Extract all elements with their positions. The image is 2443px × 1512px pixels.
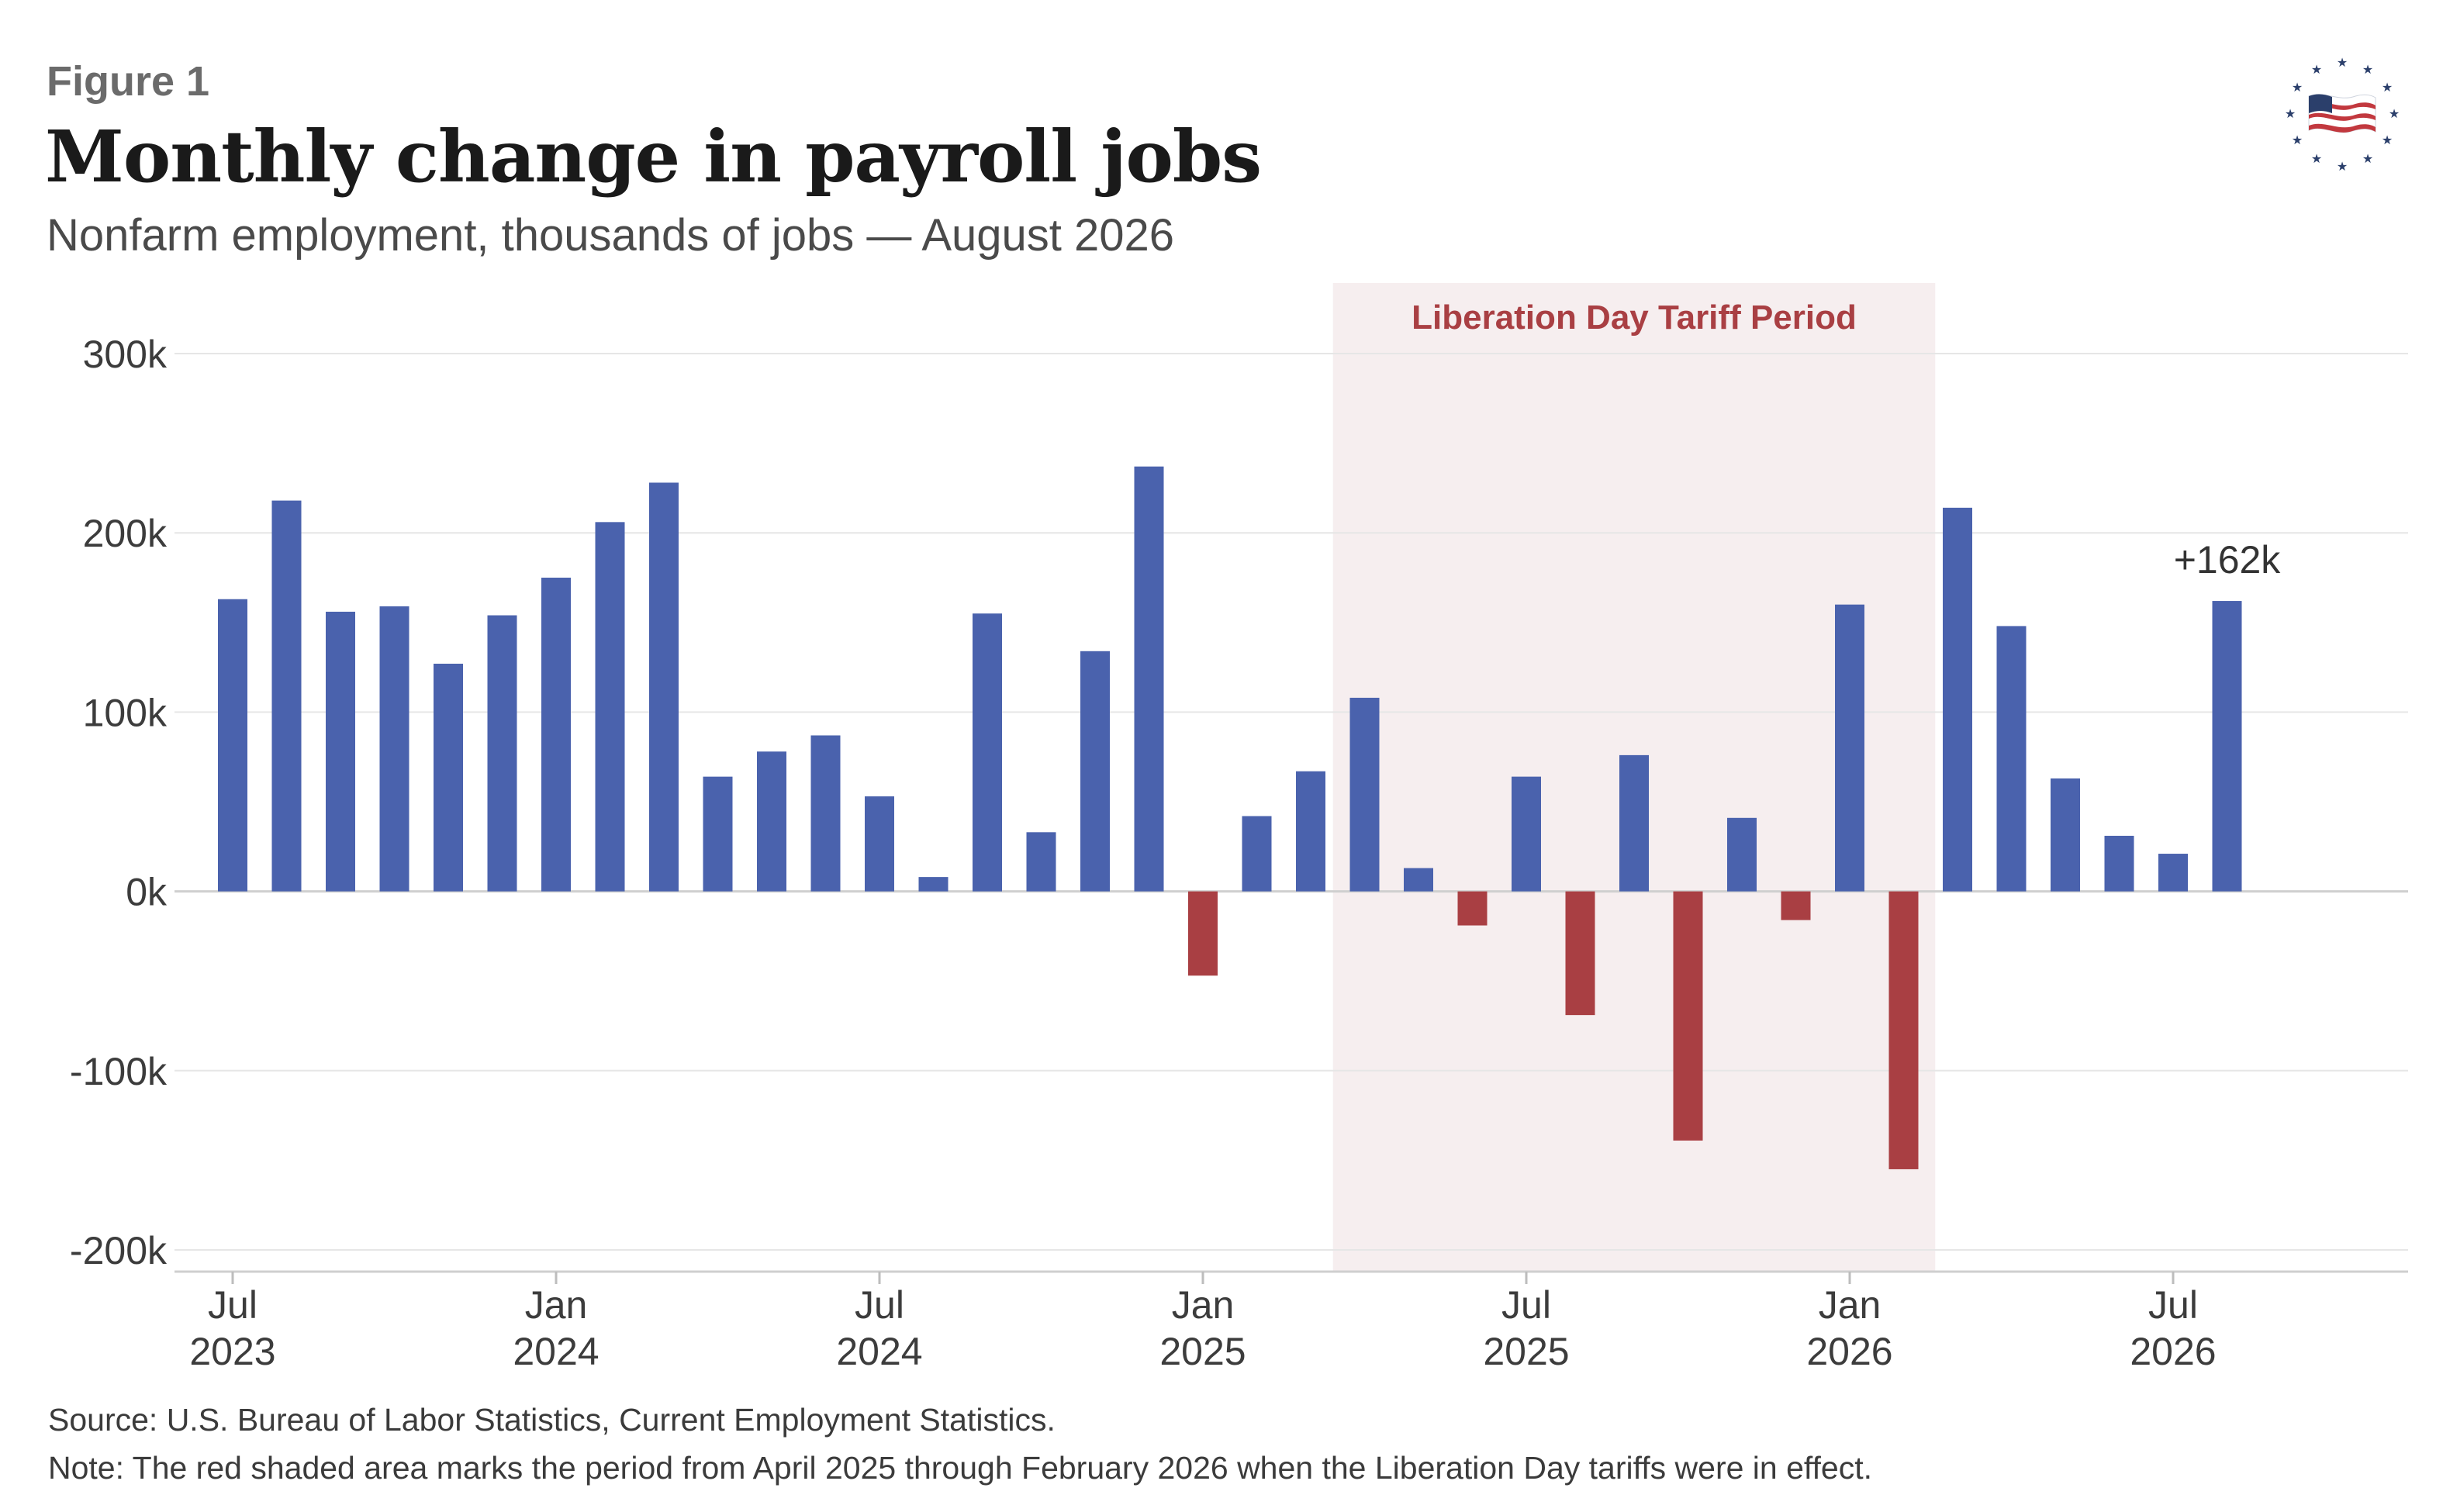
svg-text:★: ★ (2292, 81, 2303, 95)
x-tick-year: 2024 (836, 1330, 922, 1373)
bar (1026, 832, 1056, 892)
bar (865, 796, 894, 892)
bar (1835, 604, 1864, 892)
bar (487, 615, 517, 892)
svg-text:★: ★ (2362, 64, 2373, 77)
x-tick-month: Jul (1501, 1283, 1551, 1327)
svg-text:★: ★ (2337, 161, 2348, 174)
chart-title: Monthly change in payroll jobs (45, 115, 1262, 198)
svg-text:★: ★ (2337, 57, 2348, 70)
y-tick-label: -200k (70, 1229, 168, 1272)
bar (810, 735, 841, 892)
bar (1457, 891, 1488, 926)
shading-note: Note: The red shaded area marks the peri… (48, 1450, 1873, 1486)
bar (703, 776, 733, 892)
bar (1296, 771, 1325, 892)
bar (2104, 835, 2134, 892)
bar (2212, 601, 2242, 892)
bar (271, 500, 302, 892)
bar (1080, 651, 1110, 892)
bar (973, 613, 1002, 892)
svg-text:★: ★ (2285, 108, 2296, 121)
star-ring: ★ ★ ★ ★ ★ ★ ★ ★ ★ ★ ★ ★ (2285, 57, 2400, 174)
svg-text:★: ★ (2382, 134, 2393, 147)
x-tick-year: 2025 (1483, 1330, 1569, 1373)
bar (1349, 697, 1380, 892)
x-tick-month: Jan (1819, 1283, 1881, 1327)
svg-text:★: ★ (2311, 64, 2322, 77)
svg-text:★: ★ (2292, 134, 2303, 147)
x-tick-year: 2025 (1159, 1330, 1246, 1373)
flag-with-stars-icon: ★ ★ ★ ★ ★ ★ ★ ★ ★ ★ ★ ★ (2285, 57, 2400, 174)
y-tick-label: -100k (70, 1050, 168, 1093)
bar (541, 578, 571, 892)
y-axis-tick-labels: 300k 200k 100k 0k -100k -200k (70, 333, 168, 1272)
bar-chart: Liberation Day Tariff Period 300k 200k 100… (70, 283, 2408, 1373)
x-tick-month: Jul (2148, 1283, 2198, 1327)
bar (1996, 626, 2027, 892)
x-axis-ticks: Jul2023Jan2024Jul2024Jan2025Jul2025Jan20… (189, 1272, 2217, 1373)
bar (1673, 891, 1703, 1141)
svg-text:★: ★ (2389, 108, 2400, 121)
bar (2158, 854, 2188, 892)
bar (1727, 817, 1757, 892)
bar (1404, 868, 1433, 892)
bar (1242, 816, 1272, 892)
svg-text:★: ★ (2362, 153, 2373, 166)
bar (326, 611, 355, 892)
bar (1943, 507, 1972, 892)
figure-label: Figure 1 (47, 58, 210, 105)
chart-subtitle: Nonfarm employment, thousands of jobs — … (47, 210, 1175, 261)
x-tick-month: Jan (525, 1283, 588, 1327)
bar (595, 522, 625, 892)
x-tick-year: 2026 (2130, 1330, 2216, 1373)
gridlines (174, 353, 2408, 1251)
bar (1565, 891, 1595, 1016)
tariff-period-label: Liberation Day Tariff Period (1412, 299, 1857, 337)
x-tick-month: Jul (855, 1283, 904, 1327)
bar (2051, 778, 2080, 892)
x-tick-month: Jul (208, 1283, 257, 1327)
x-tick-year: 2026 (1806, 1330, 1892, 1373)
bar (1188, 891, 1218, 976)
bar (1134, 466, 1164, 892)
waving-flag (2308, 94, 2376, 133)
bar (1512, 776, 1541, 892)
bar (918, 877, 949, 892)
bar (649, 482, 679, 892)
y-tick-label: 300k (83, 333, 168, 376)
y-tick-label: 100k (83, 691, 168, 734)
bar (218, 599, 247, 892)
x-tick-year: 2024 (513, 1330, 599, 1373)
bar (434, 663, 463, 892)
svg-text:★: ★ (2382, 81, 2393, 95)
x-tick-month: Jan (1172, 1283, 1235, 1327)
svg-text:★: ★ (2311, 153, 2322, 166)
bar (1619, 754, 1649, 892)
x-tick-year: 2023 (189, 1330, 275, 1373)
bar (1781, 891, 1811, 920)
bar (1888, 891, 1919, 1169)
source-note: Source: U.S. Bureau of Labor Statistics,… (48, 1402, 1056, 1438)
y-tick-label: 0k (126, 871, 168, 914)
bars (218, 466, 2242, 1169)
bar (379, 606, 409, 892)
bar (757, 751, 786, 892)
latest-value-annotation: +162k (2174, 538, 2282, 582)
y-tick-label: 200k (83, 512, 168, 555)
